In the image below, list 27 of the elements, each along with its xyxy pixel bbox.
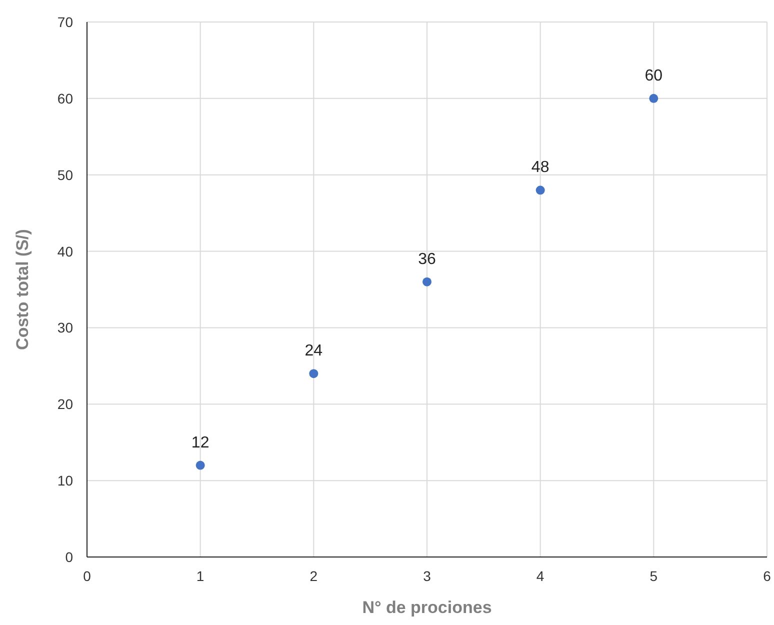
- data-label: 12: [191, 434, 210, 452]
- y-axis-title: Costo total (S/): [13, 229, 32, 350]
- x-tick-label: 3: [423, 568, 432, 584]
- y-tick-label: 70: [57, 14, 74, 30]
- x-tick-label: 2: [310, 568, 318, 584]
- point: [536, 186, 545, 195]
- x-axis-title: N° de prociones: [362, 598, 492, 617]
- y-tick-label: 10: [57, 472, 74, 489]
- y-tick-label: 20: [57, 396, 74, 412]
- point: [309, 369, 318, 378]
- x-tick-label: 0: [83, 568, 92, 584]
- data-label: 36: [418, 250, 436, 268]
- y-tick-label: 30: [57, 320, 74, 336]
- point: [649, 94, 658, 103]
- y-tick-label: 40: [57, 243, 74, 260]
- point: [422, 277, 432, 286]
- x-tick-label: 4: [536, 568, 544, 584]
- x-tick-label: 5: [650, 568, 658, 584]
- data-label: 60: [644, 67, 663, 84]
- data-label: 48: [531, 159, 550, 176]
- x-tick-label: 6: [763, 568, 772, 584]
- point: [196, 460, 205, 470]
- y-tick-label: 0: [65, 549, 74, 565]
- x-tick-label: 1: [196, 568, 204, 584]
- data-label: 24: [304, 342, 323, 360]
- y-tick-label: 60: [57, 90, 74, 106]
- y-tick-label: 50: [57, 166, 74, 183]
